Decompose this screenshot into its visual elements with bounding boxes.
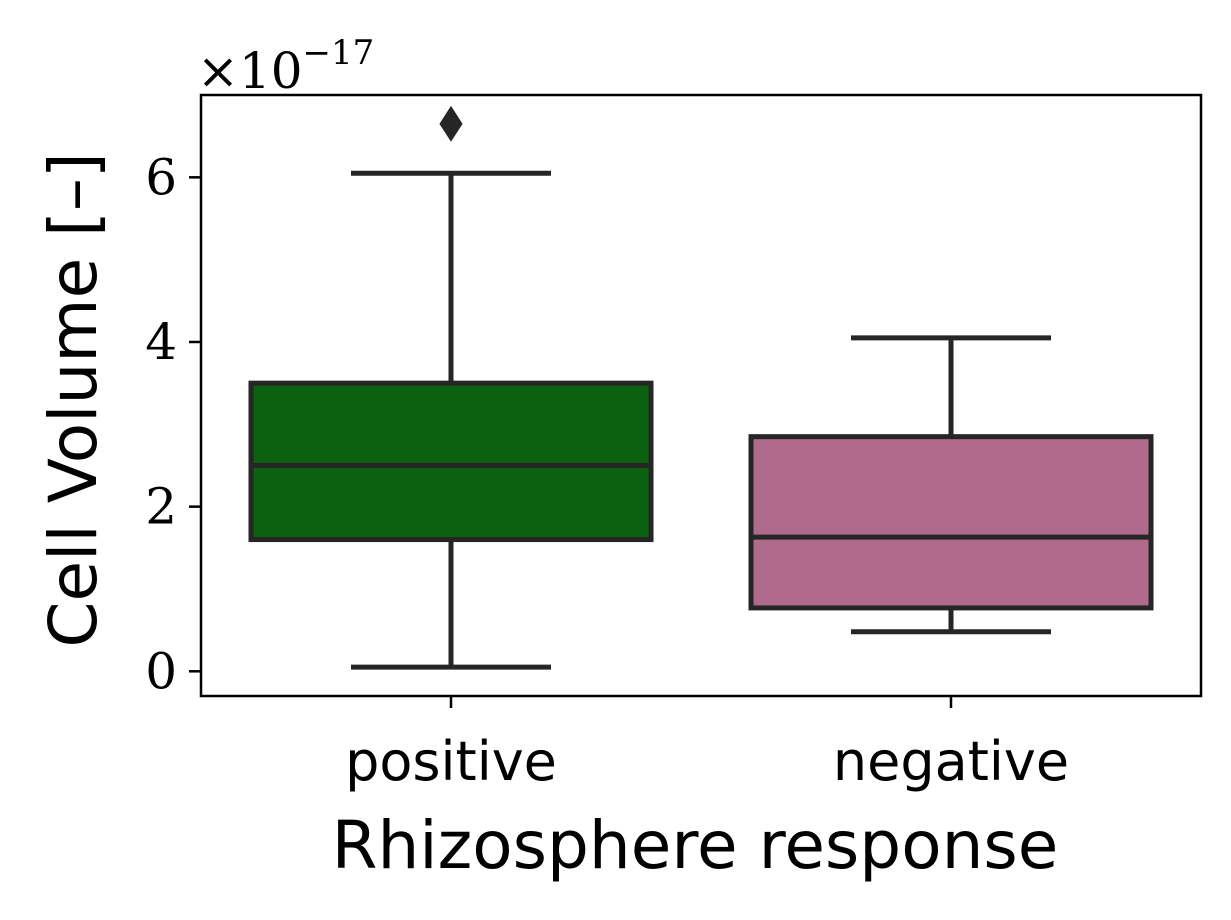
x-tick-label-negative: negative bbox=[833, 730, 1069, 793]
y-offset-base: ×10 bbox=[197, 42, 303, 100]
y-offset-label: ×10−17 bbox=[197, 33, 374, 100]
box-negative bbox=[748, 335, 1154, 635]
outlier-marker-positive-0 bbox=[439, 105, 463, 142]
y-tick-label-6: 6 bbox=[145, 148, 177, 206]
box-iqr-negative bbox=[748, 434, 1154, 611]
box-iqr-positive bbox=[248, 380, 654, 543]
plot-area-frame bbox=[199, 93, 1203, 698]
boxes-layer bbox=[248, 105, 1154, 670]
x-axis-title: Rhizosphere response bbox=[332, 807, 1059, 884]
x-tick-label-positive: positive bbox=[345, 730, 557, 793]
y-tick-label-2: 2 bbox=[145, 478, 177, 536]
y-axis-title: Cell Volume [–] bbox=[35, 152, 112, 647]
y-tick-label-0: 0 bbox=[145, 642, 177, 700]
y-axis: 0 2 4 6 bbox=[145, 148, 201, 700]
box-positive bbox=[248, 105, 654, 670]
x-axis: positive negative bbox=[345, 696, 1069, 793]
y-tick-label-4: 4 bbox=[145, 313, 177, 371]
y-offset-exponent: −17 bbox=[303, 33, 375, 73]
